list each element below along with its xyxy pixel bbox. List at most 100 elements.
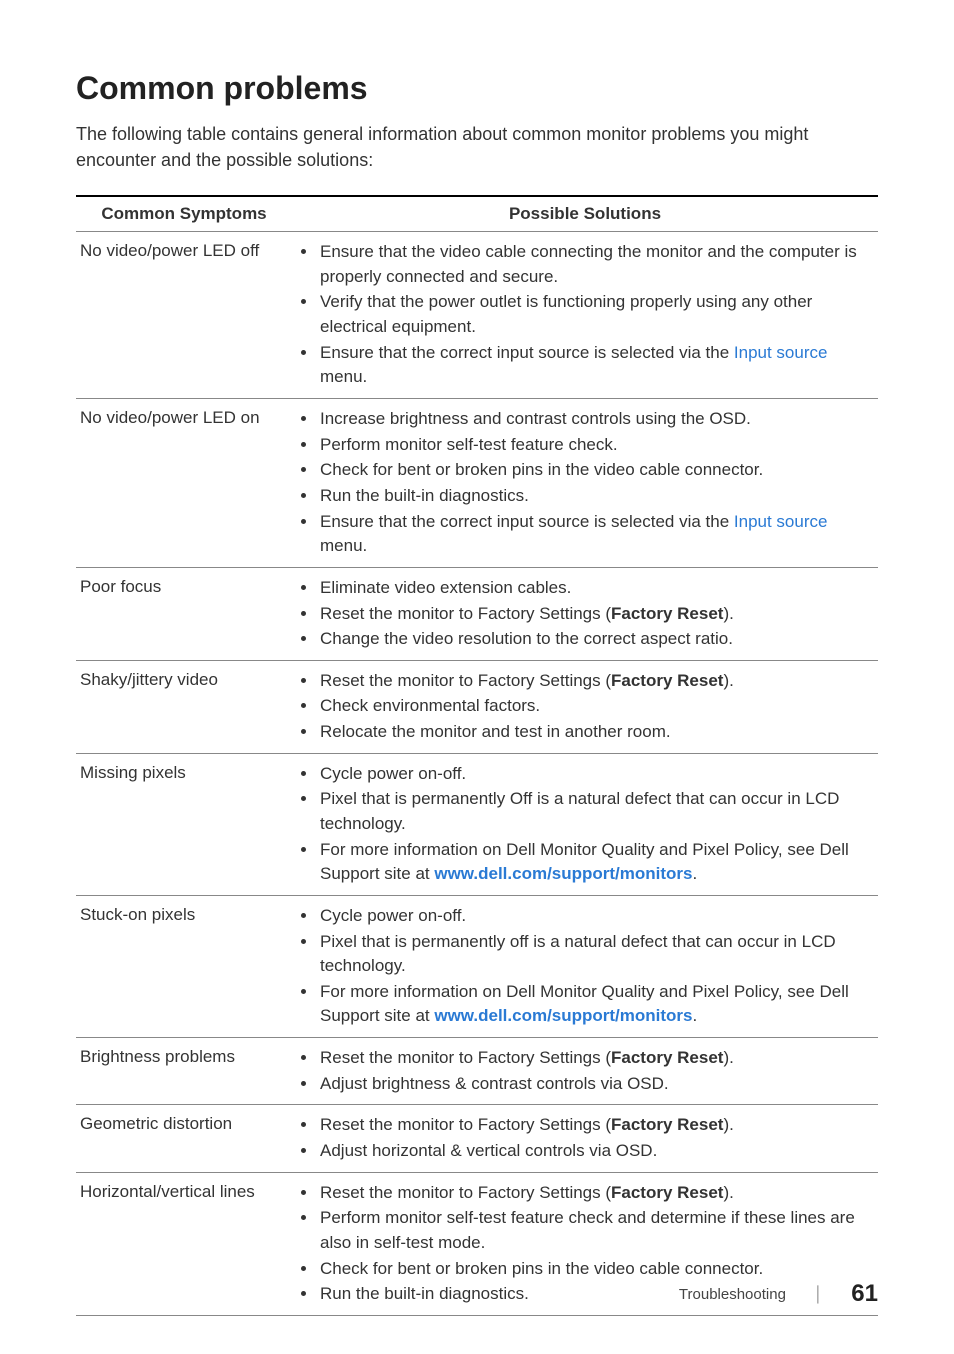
text-segment: Cycle power on-off. (320, 764, 466, 783)
text-segment: Check for bent or broken pins in the vid… (320, 460, 763, 479)
symptom-cell: Poor focus (76, 567, 292, 660)
solutions-list: Reset the monitor to Factory Settings (F… (296, 669, 874, 745)
table-row: Brightness problems Reset the monitor to … (76, 1038, 878, 1105)
footer-section: Troubleshooting (679, 1286, 786, 1303)
bold-text: Factory Reset (611, 1048, 723, 1067)
text-segment: Perform monitor self-test feature check … (320, 1208, 855, 1252)
footer-divider: │ (814, 1286, 823, 1303)
bold-text: Factory Reset (611, 604, 723, 623)
solution-item: Perform monitor self-test feature check … (318, 1206, 874, 1255)
footer-page-number: 61 (851, 1280, 878, 1308)
text-segment: Ensure that the video cable connecting t… (320, 242, 857, 286)
solutions-cell: Cycle power on-off. Pixel that is permane… (292, 753, 878, 895)
text-segment: Reset the monitor to Factory Settings ( (320, 1115, 611, 1134)
page-footer: Troubleshooting │ 61 (679, 1280, 878, 1308)
solution-item: Adjust horizontal & vertical controls vi… (318, 1139, 874, 1164)
table-row: Poor focusEliminate video extension cabl… (76, 567, 878, 660)
table-header-row: Common Symptoms Possible Solutions (76, 196, 878, 232)
solution-item: Perform monitor self-test feature check. (318, 433, 874, 458)
text-segment: Perform monitor self-test feature check. (320, 435, 618, 454)
solution-item: Reset the monitor to Factory Settings (F… (318, 669, 874, 694)
text-segment: Run the built-in diagnostics. (320, 1284, 529, 1303)
text-segment: ). (723, 671, 733, 690)
solutions-list: Cycle power on-off. Pixel that is permane… (296, 762, 874, 887)
symptom-cell: Horizontal/vertical lines (76, 1172, 292, 1315)
solution-item: Run the built-in diagnostics. (318, 484, 874, 509)
link-text[interactable]: www.dell.com/support/monitors (434, 864, 692, 883)
solutions-cell: Eliminate video extension cables.Reset t… (292, 567, 878, 660)
text-segment: ). (723, 1115, 733, 1134)
symptom-cell: No video/power LED on (76, 399, 292, 568)
symptom-cell: Missing pixels (76, 753, 292, 895)
problems-table: Common Symptoms Possible Solutions No vi… (76, 195, 878, 1316)
link-text[interactable]: www.dell.com/support/monitors (434, 1006, 692, 1025)
text-segment: Reset the monitor to Factory Settings ( (320, 671, 611, 690)
solution-item: Check environmental factors. (318, 694, 874, 719)
solutions-list: Ensure that the video cable connecting t… (296, 240, 874, 390)
text-segment: Pixel that is permanently Off is a natur… (320, 789, 839, 833)
table-row: Stuck-on pixels Cycle power on-off. Pixel … (76, 895, 878, 1037)
text-segment: . (693, 1006, 698, 1025)
text-segment: Check environmental factors. (320, 696, 540, 715)
solutions-cell: Reset the monitor to Factory Settings (F… (292, 1038, 878, 1105)
solutions-cell: Cycle power on-off. Pixel that is permane… (292, 895, 878, 1037)
table-row: No video/power LED off Ensure that the vi… (76, 232, 878, 399)
solution-item: Ensure that the correct input source is … (318, 341, 874, 390)
link-text[interactable]: Input source (734, 512, 828, 531)
text-segment: . (693, 864, 698, 883)
table-row: Shaky/jittery videoReset the monitor to … (76, 660, 878, 753)
text-segment: menu. (320, 367, 367, 386)
text-segment: Change the video resolution to the corre… (320, 629, 733, 648)
text-segment: Pixel that is permanently off is a natur… (320, 932, 836, 976)
solutions-list: Cycle power on-off. Pixel that is permane… (296, 904, 874, 1029)
solution-item: For more information on Dell Monitor Qua… (318, 980, 874, 1029)
symptom-cell: Brightness problems (76, 1038, 292, 1105)
text-segment: Ensure that the correct input source is … (320, 512, 734, 531)
solutions-cell: Ensure that the video cable connecting t… (292, 232, 878, 399)
text-segment: Cycle power on-off. (320, 906, 466, 925)
text-segment: menu. (320, 536, 367, 555)
table-row: No video/power LED on Increase brightness… (76, 399, 878, 568)
solution-item: Pixel that is permanently off is a natur… (318, 930, 874, 979)
intro-text: The following table contains general inf… (76, 121, 878, 173)
solutions-list: Reset the monitor to Factory Settings (F… (296, 1113, 874, 1163)
text-segment: Verify that the power outlet is function… (320, 292, 812, 336)
text-segment: Ensure that the correct input source is … (320, 343, 734, 362)
text-segment: Run the built-in diagnostics. (320, 486, 529, 505)
solution-item: Adjust brightness & contrast controls vi… (318, 1072, 874, 1097)
symptom-cell: Stuck-on pixels (76, 895, 292, 1037)
solutions-list: Reset the monitor to Factory Settings (F… (296, 1046, 874, 1096)
solution-item: Ensure that the correct input source is … (318, 510, 874, 559)
col-solutions: Possible Solutions (292, 196, 878, 232)
link-text[interactable]: Input source (734, 343, 828, 362)
solution-item: For more information on Dell Monitor Qua… (318, 838, 874, 887)
table-row: Missing pixels Cycle power on-off. Pixel t… (76, 753, 878, 895)
col-symptoms: Common Symptoms (76, 196, 292, 232)
solution-item: Change the video resolution to the corre… (318, 627, 874, 652)
text-segment: Reset the monitor to Factory Settings ( (320, 1183, 611, 1202)
symptom-cell: No video/power LED off (76, 232, 292, 399)
text-segment: Adjust horizontal & vertical controls vi… (320, 1141, 657, 1160)
text-segment: Check for bent or broken pins in the vid… (320, 1259, 763, 1278)
text-segment: Adjust brightness & contrast controls vi… (320, 1074, 669, 1093)
solution-item: Pixel that is permanently Off is a natur… (318, 787, 874, 836)
solutions-cell: Reset the monitor to Factory Settings (F… (292, 660, 878, 753)
text-segment: Reset the monitor to Factory Settings ( (320, 604, 611, 623)
solution-item: Reset the monitor to Factory Settings (F… (318, 1181, 874, 1206)
text-segment: ). (723, 1183, 733, 1202)
solution-item: Reset the monitor to Factory Settings (F… (318, 1046, 874, 1071)
page: Common problems The following table cont… (0, 0, 954, 1354)
page-heading: Common problems (76, 70, 878, 107)
solution-item: Increase brightness and contrast control… (318, 407, 874, 432)
solution-item: Cycle power on-off. (318, 904, 874, 929)
solutions-cell: Increase brightness and contrast control… (292, 399, 878, 568)
solution-item: Eliminate video extension cables. (318, 576, 874, 601)
text-segment: Increase brightness and contrast control… (320, 409, 751, 428)
solution-item: Ensure that the video cable connecting t… (318, 240, 874, 289)
solution-item: Reset the monitor to Factory Settings (F… (318, 602, 874, 627)
bold-text: Factory Reset (611, 1183, 723, 1202)
text-segment: ). (723, 604, 733, 623)
text-segment: Relocate the monitor and test in another… (320, 722, 671, 741)
solution-item: Verify that the power outlet is function… (318, 290, 874, 339)
solution-item: Check for bent or broken pins in the vid… (318, 458, 874, 483)
